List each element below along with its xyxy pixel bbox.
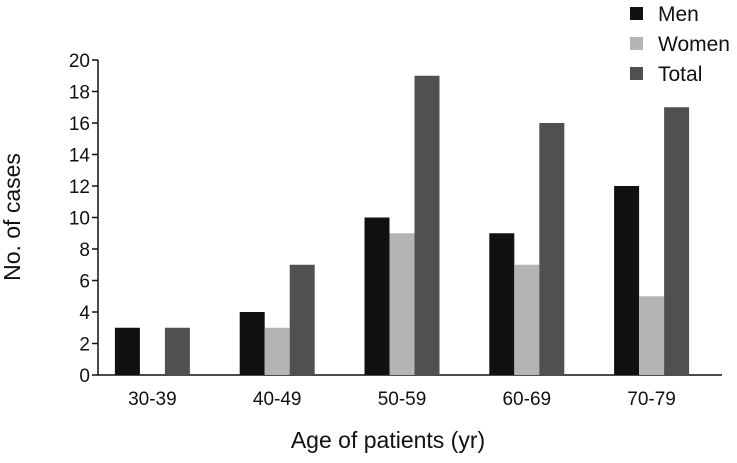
- y-tick-label: 6: [79, 272, 90, 293]
- y-tick-label: 14: [69, 146, 91, 167]
- y-tick-label: 0: [79, 366, 90, 387]
- bar-men-70-79: [614, 186, 640, 375]
- legend-swatch-women: [630, 37, 643, 50]
- bar-men-60-69: [489, 233, 515, 375]
- legend-swatch-men: [630, 7, 643, 20]
- y-tick-label: 16: [69, 114, 90, 135]
- y-tick-label: 18: [69, 83, 90, 104]
- bar-total-30-39: [164, 327, 190, 375]
- bar-total-50-59: [414, 75, 440, 375]
- x-axis-title: Age of patients (yr): [291, 427, 485, 453]
- bar-total-70-79: [664, 107, 690, 375]
- y-tick-label: 20: [69, 51, 90, 72]
- x-tick-label: 50-59: [378, 389, 427, 410]
- y-tick-label: 10: [69, 209, 90, 230]
- x-tick-label: 30-39: [128, 389, 177, 410]
- x-tick-label: 70-79: [627, 389, 676, 410]
- bar-women-40-49: [264, 327, 290, 375]
- x-tick-label: 40-49: [253, 389, 302, 410]
- chart-ticks: 0 2 4 6 8 10 12 14 16 18 20 30-39 40-49 50-59 60-69 70-…: [69, 51, 676, 410]
- y-tick-label: 12: [69, 177, 90, 198]
- y-axis-title: No. of cases: [0, 153, 25, 281]
- bar-total-40-49: [289, 264, 315, 375]
- bar-men-30-39: [114, 327, 140, 375]
- bar-men-40-49: [239, 312, 265, 375]
- chart-legend: Men Women Total: [630, 3, 730, 86]
- bar-women-70-79: [639, 296, 665, 375]
- x-tick-label: 60-69: [502, 389, 551, 410]
- legend-label-men: Men: [658, 3, 699, 26]
- y-tick-label: 2: [79, 335, 90, 356]
- legend-label-women: Women: [658, 33, 730, 56]
- y-tick-label: 4: [79, 303, 90, 324]
- bar-women-60-69: [514, 264, 540, 375]
- legend-swatch-total: [630, 67, 643, 80]
- bar-women-50-59: [389, 233, 415, 375]
- legend-label-total: Total: [658, 63, 702, 86]
- y-tick-label: 8: [79, 240, 90, 261]
- bar-men-50-59: [364, 217, 390, 375]
- chart-bars: [114, 75, 690, 375]
- bar-total-60-69: [539, 123, 565, 375]
